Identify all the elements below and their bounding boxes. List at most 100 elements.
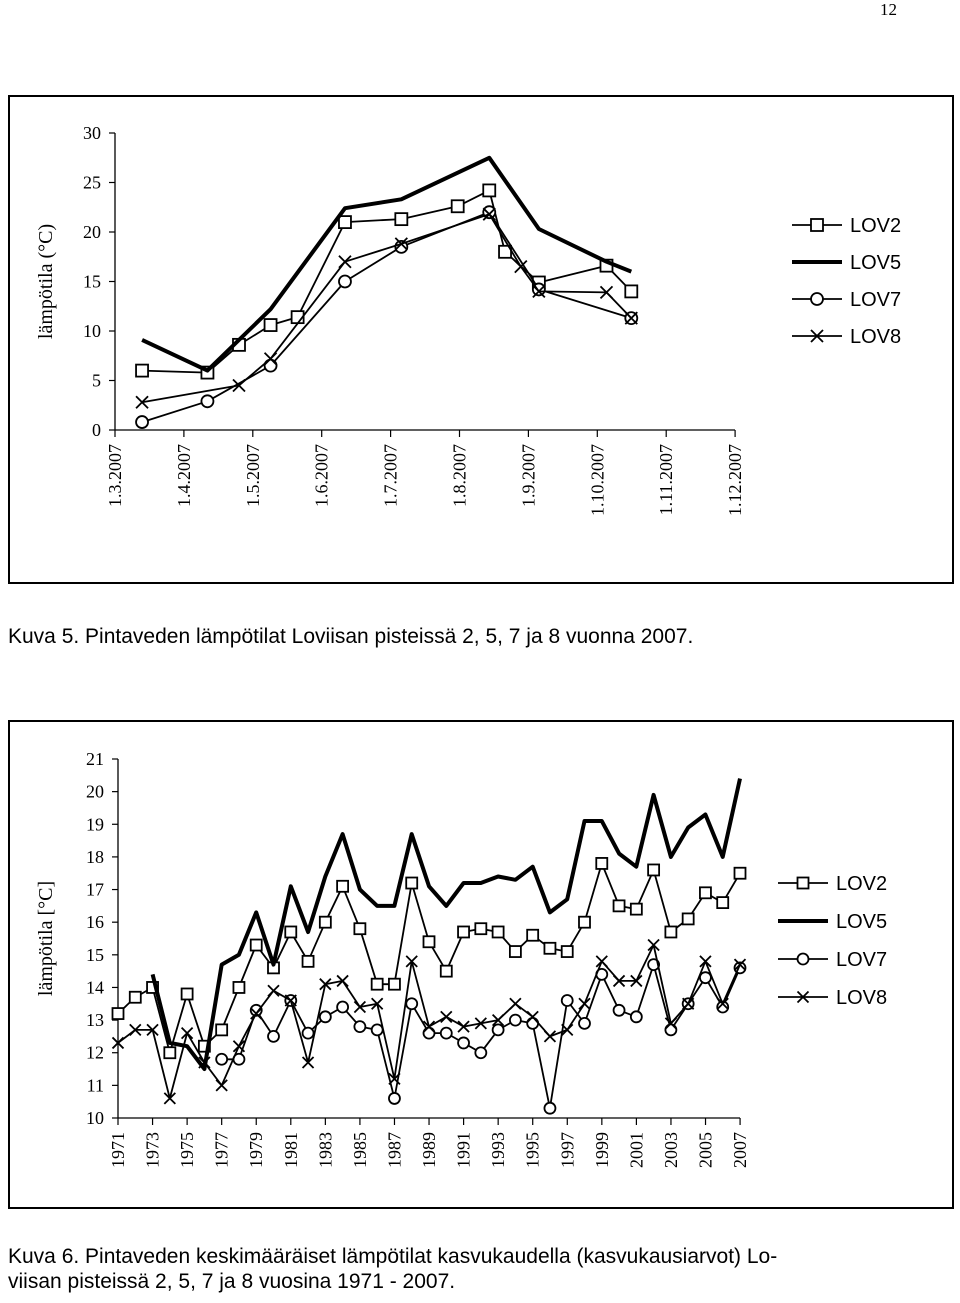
- data-point-lov8: [394, 237, 408, 251]
- figure-caption-kuva-6-line-1: Kuva 6. Pintaveden keskimääräiset lämpöt…: [8, 1245, 778, 1268]
- x-tick-label: 1.9.2007: [518, 444, 538, 507]
- data-point-lov2: [394, 212, 409, 227]
- x-tick-label: 1.4.2007: [174, 444, 194, 507]
- y-tick-label: 30: [83, 123, 101, 143]
- x-tick-label: 1.6.2007: [312, 444, 332, 507]
- x-tick-label: 2007: [730, 1132, 750, 1168]
- data-point-lov8: [284, 994, 297, 1007]
- data-point-lov2: [474, 922, 488, 936]
- chart-temperature-2007: lämpötila (°C) 0 5 10 15 20 25 30 1.3.2007 1.4.20…: [35, 123, 901, 516]
- legend-marker-lov2: [796, 876, 810, 890]
- data-point-lov2: [135, 363, 149, 378]
- data-point-lov7: [578, 1016, 591, 1030]
- x-tick-label: 2003: [661, 1132, 681, 1168]
- data-point-lov8: [474, 1017, 487, 1030]
- data-point-lov8: [353, 1000, 367, 1014]
- data-point-lov7: [560, 994, 574, 1007]
- chart-frame-temperature-1971-2007: [8, 720, 954, 1209]
- data-point-lov8: [664, 1017, 678, 1030]
- legend-item-lov7: LOV7: [778, 949, 887, 971]
- y-tick-label: 20: [86, 782, 104, 802]
- y-tick-label: 17: [86, 880, 104, 900]
- x-tick-label: 1.11.2007: [656, 444, 676, 515]
- data-point-lov7: [249, 1003, 263, 1017]
- data-point-lov8: [526, 1010, 539, 1023]
- legend-item-lov2: LOV2: [792, 215, 901, 237]
- data-point-lov2: [128, 990, 142, 1004]
- x-tick-label: 1983: [315, 1132, 335, 1168]
- x-tick-label: 1997: [557, 1132, 577, 1168]
- y-tick-label: 12: [86, 1043, 104, 1063]
- data-point-lov7: [338, 274, 352, 289]
- data-point-lov7: [267, 1030, 280, 1043]
- data-point-lov7: [629, 1010, 643, 1024]
- legend-item-lov7: LOV7: [792, 289, 901, 311]
- data-point-lov2: [353, 922, 367, 936]
- legend-marker-lov7: [796, 952, 810, 966]
- data-point-lov7: [200, 394, 215, 409]
- chart-frame-temperature-2007: [8, 95, 954, 584]
- data-point-lov2: [733, 866, 747, 880]
- legend-label-lov5: LOV5: [836, 911, 887, 933]
- data-point-lov2: [249, 938, 263, 952]
- x-tick-label: 1991: [454, 1132, 474, 1168]
- legend-label-lov7: LOV7: [836, 949, 887, 971]
- data-point-lov2: [664, 925, 678, 939]
- data-point-lov7: [405, 997, 419, 1011]
- data-point-lov8: [440, 1010, 453, 1023]
- data-point-lov2: [336, 879, 350, 893]
- y-tick-label: 15: [83, 272, 101, 292]
- x-tick-label: 1.8.2007: [450, 444, 470, 507]
- x-tick-label: 1993: [488, 1132, 508, 1168]
- data-point-lov8: [647, 938, 660, 952]
- data-point-lov7: [474, 1046, 488, 1060]
- data-point-lov8: [263, 352, 278, 366]
- data-point-lov7: [370, 1023, 384, 1037]
- data-point-lov8: [232, 1040, 246, 1053]
- legend-marker-lov8: [796, 990, 810, 1004]
- data-point-lov8: [491, 1013, 505, 1027]
- data-point-lov8: [509, 997, 522, 1010]
- data-point-lov2: [263, 318, 278, 332]
- data-point-lov8: [599, 285, 614, 300]
- x-tick-label: 1989: [419, 1132, 439, 1168]
- data-point-lov8: [198, 1056, 211, 1069]
- series-line-lov5: [141, 155, 633, 373]
- y-tick-label: 11: [87, 1075, 104, 1095]
- y-tick-label: 10: [86, 1108, 104, 1128]
- data-point-lov2: [578, 915, 591, 929]
- series-line-lov5: [150, 778, 742, 1071]
- data-point-lov7: [215, 1052, 229, 1066]
- x-tick-label: 1.3.2007: [105, 444, 125, 507]
- series-lov2: [111, 857, 747, 1060]
- data-point-lov8: [267, 984, 280, 997]
- data-point-lov2: [388, 977, 401, 991]
- data-point-lov2: [647, 863, 661, 877]
- data-point-lov8: [135, 395, 149, 409]
- data-point-lov8: [578, 997, 591, 1010]
- data-point-lov2: [543, 941, 557, 955]
- data-point-lov7: [457, 1036, 470, 1050]
- data-point-lov8: [699, 955, 712, 968]
- y-tick-label: 20: [83, 222, 101, 242]
- figure-caption-kuva-6-line-2: viisan pisteissä 2, 5, 7 ja 8 vuosina 19…: [8, 1270, 456, 1293]
- x-tick-label: 2005: [696, 1132, 716, 1168]
- data-point-lov8: [630, 974, 643, 988]
- data-point-lov2: [560, 945, 574, 958]
- legend-label-lov8: LOV8: [836, 987, 887, 1009]
- figure-caption-kuva-5: Kuva 5. Pintaveden lämpötilat Loviisan p…: [8, 625, 694, 648]
- y-tick-label: 0: [92, 420, 101, 440]
- x-tick-label: 1975: [177, 1132, 197, 1168]
- data-point-lov7: [301, 1026, 315, 1040]
- data-point-lov7: [388, 1092, 401, 1105]
- data-point-lov8: [624, 311, 638, 325]
- data-point-lov8: [319, 978, 332, 991]
- data-point-lov2: [439, 964, 453, 978]
- data-point-lov8: [482, 207, 496, 221]
- legend-label-lov2: LOV2: [836, 873, 887, 895]
- data-point-lov8: [561, 1023, 574, 1037]
- data-point-lov2: [111, 1007, 125, 1020]
- y-tick-label: 5: [92, 371, 101, 391]
- series-lov8: [111, 938, 747, 1105]
- data-point-lov8: [338, 255, 352, 269]
